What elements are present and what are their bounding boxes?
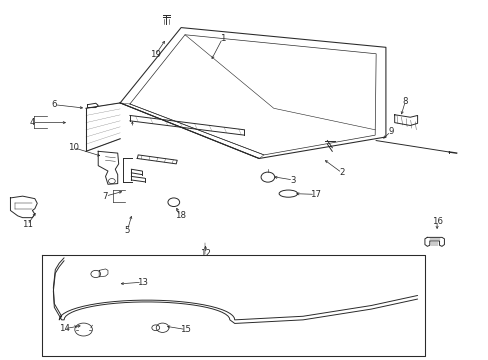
Text: 17: 17 bbox=[309, 190, 320, 199]
Text: 12: 12 bbox=[200, 249, 210, 258]
Text: 19: 19 bbox=[150, 50, 161, 59]
Text: 11: 11 bbox=[22, 220, 33, 229]
Text: 16: 16 bbox=[431, 217, 442, 226]
Text: 14: 14 bbox=[59, 324, 69, 333]
Text: 6: 6 bbox=[51, 100, 57, 109]
Text: 5: 5 bbox=[124, 226, 130, 235]
Text: 18: 18 bbox=[174, 211, 185, 220]
Text: 8: 8 bbox=[402, 96, 407, 105]
Text: 3: 3 bbox=[290, 176, 295, 185]
Text: 13: 13 bbox=[136, 278, 147, 287]
Text: 4: 4 bbox=[30, 118, 35, 127]
Text: 1: 1 bbox=[220, 34, 225, 43]
Text: 9: 9 bbox=[387, 127, 393, 136]
Text: 7: 7 bbox=[102, 192, 108, 201]
Text: 15: 15 bbox=[180, 325, 191, 334]
Text: 10: 10 bbox=[68, 143, 79, 152]
Text: 2: 2 bbox=[339, 168, 344, 177]
